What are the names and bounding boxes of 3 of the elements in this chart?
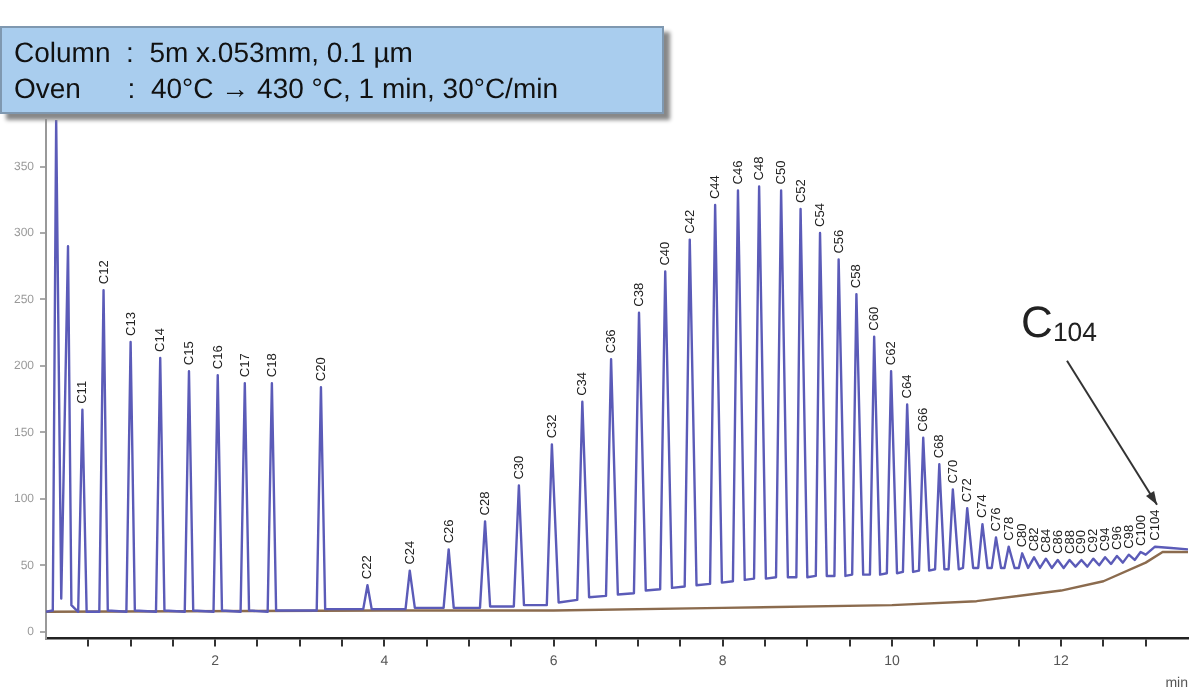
annotation: C104 <box>1021 296 1097 348</box>
chart-subtitle: Oven : 40°C → 430 °C, 1 min, 30°C/min <box>14 70 561 106</box>
chart-title: Column : 5m x.053mm, 0.1 µm <box>14 34 415 70</box>
